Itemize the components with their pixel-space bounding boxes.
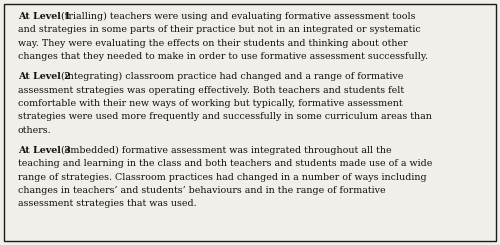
Text: At Level 1: At Level 1 [18, 12, 71, 21]
Text: (integrating) classroom practice had changed and a range of formative: (integrating) classroom practice had cha… [58, 72, 404, 81]
Text: At Level 3: At Level 3 [18, 146, 71, 155]
Text: (trialling) teachers were using and evaluating formative assessment tools: (trialling) teachers were using and eval… [58, 12, 416, 21]
Text: At Level 2: At Level 2 [18, 72, 71, 81]
Text: strategies were used more frequently and successfully in some curriculum areas t: strategies were used more frequently and… [18, 112, 432, 121]
Text: changes in teachers’ and students’ behaviours and in the range of formative: changes in teachers’ and students’ behav… [18, 186, 386, 195]
Text: changes that they needed to make in order to use formative assessment successful: changes that they needed to make in orde… [18, 52, 428, 61]
Text: assessment strategies was operating effectively. Both teachers and students felt: assessment strategies was operating effe… [18, 86, 404, 95]
Text: assessment strategies that was used.: assessment strategies that was used. [18, 199, 197, 208]
Text: teaching and learning in the class and both teachers and students made use of a : teaching and learning in the class and b… [18, 159, 432, 168]
Text: others.: others. [18, 126, 52, 135]
Text: comfortable with their new ways of working but typically, formative assessment: comfortable with their new ways of worki… [18, 99, 402, 108]
Text: (embedded) formative assessment was integrated throughout all the: (embedded) formative assessment was inte… [58, 146, 392, 155]
Text: range of strategies. Classroom practices had changed in a number of ways includi: range of strategies. Classroom practices… [18, 172, 426, 182]
Text: way. They were evaluating the effects on their students and thinking about other: way. They were evaluating the effects on… [18, 39, 407, 48]
Text: and strategies in some parts of their practice but not in an integrated or syste: and strategies in some parts of their pr… [18, 25, 421, 34]
